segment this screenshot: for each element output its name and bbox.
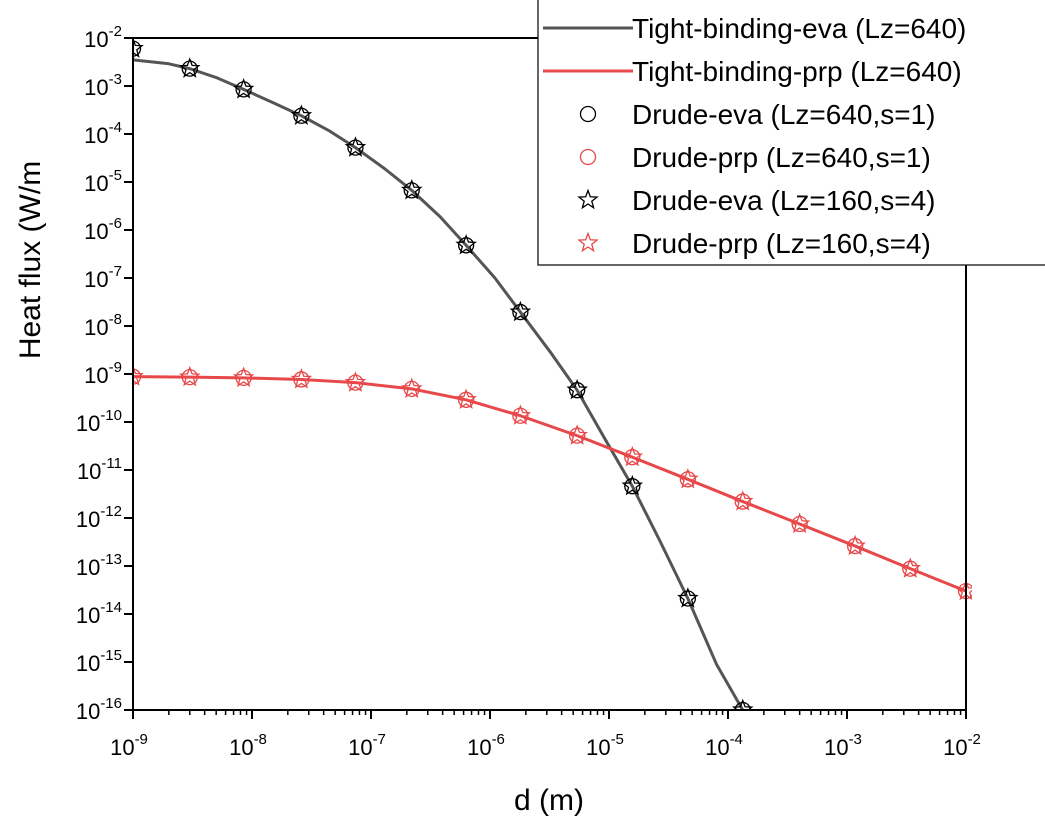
x-tick-label-2: 10-7: [348, 731, 386, 760]
legend-swatch-5: [577, 231, 599, 253]
star-point-4-0: [133, 37, 144, 58]
star-point-5-12: [788, 512, 811, 534]
star-point-5-11: [731, 490, 754, 511]
legend-box: [537, 0, 1045, 266]
circle-point-2-2: [235, 81, 252, 98]
y-tick-label-0: 10-16: [76, 695, 122, 724]
y-tick-label-7: 10-9: [84, 359, 122, 388]
y-tick-label-8: 10-8: [84, 311, 122, 340]
star-point-5-2: [232, 366, 255, 388]
star-point-5-10: [677, 467, 699, 489]
circle-point-3-0: [133, 368, 142, 385]
star-point-5-4: [344, 371, 367, 392]
circle-point-3-3: [293, 371, 310, 388]
star-point-5-3: [290, 368, 313, 389]
circle-point-3-11: [734, 493, 751, 510]
circle-point-3-14: [902, 560, 919, 577]
circle-point-2-9: [624, 478, 641, 495]
y-tick-label-2: 10-14: [76, 599, 122, 628]
circle-point-2-5: [403, 182, 420, 199]
star-point-5-0: [133, 365, 144, 386]
star-point-4-8: [566, 378, 588, 400]
series-line-1: [133, 375, 967, 593]
star-point-5-13: [844, 534, 866, 556]
circle-point-3-6: [457, 391, 475, 408]
star-point-4-4: [344, 136, 367, 157]
star-point-5-5: [400, 377, 423, 399]
legend-swatch-2: [579, 105, 597, 123]
y-tick-label-10: 10-6: [84, 215, 122, 244]
circle-point-3-7: [512, 407, 529, 424]
x-axis-title: d (m): [514, 784, 584, 817]
circle-point-2-3: [293, 107, 310, 124]
star-point-4-1: [178, 57, 201, 78]
circle-point-2-10: [679, 590, 697, 607]
circle-point-2-4: [347, 139, 364, 156]
y-tick-label-6: 10-10: [76, 407, 122, 436]
y-tick-label-12: 10-4: [84, 119, 122, 148]
circle-point-3-12: [791, 515, 808, 533]
star-point-5-7: [509, 404, 532, 425]
x-tick-label-6: 10-3: [824, 731, 862, 760]
legend-swatch-3: [579, 148, 597, 166]
circle-point-3-4: [347, 374, 364, 391]
star-point-4-7: [509, 300, 532, 322]
legend-swatch-4: [577, 188, 599, 210]
legend-label-4: Drude-eva (Lz=160,s=4): [632, 185, 936, 216]
legend: Tight-binding-eva (Lz=640) Tight-binding-…: [537, 0, 1045, 266]
star-point-4-6: [455, 233, 477, 255]
star-point-4-2: [232, 78, 255, 99]
star-point-4-5: [400, 178, 423, 200]
y-tick-label-1: 10-15: [76, 647, 122, 676]
star-point-5-9: [621, 445, 644, 467]
star-point-5-8: [566, 424, 588, 445]
circle-point-3-1: [181, 368, 198, 386]
y-tick-label-5: 10-11: [77, 455, 122, 484]
legend-label-3: Drude-prp (Lz=640,s=1): [632, 142, 931, 173]
circle-point-3-9: [624, 449, 641, 466]
legend-label-0: Tight-binding-eva (Lz=640): [632, 13, 966, 44]
circle-point-3-13: [846, 537, 864, 555]
series-line-0: [133, 58, 745, 710]
y-tick-label-4: 10-12: [76, 503, 122, 532]
star-point-5-1: [178, 365, 201, 387]
tick-labels: 10-9 10-8 10-7 10-6 10-5 10-4 10-3 10-2 10-16 10-…: [76, 23, 981, 760]
legend-label-5: Drude-prp (Lz=160,s=4): [632, 228, 931, 259]
circle-point-2-1: [181, 60, 198, 77]
star-point-4-11: [731, 698, 754, 710]
circle-point-3-10: [679, 471, 697, 488]
circle-point-2-0: [133, 40, 142, 57]
y-tick-label-9: 10-7: [84, 263, 122, 292]
legend-label-1: Tight-binding-prp (Lz=640): [632, 56, 962, 87]
circle-point-2-6: [457, 237, 475, 254]
y-tick-label-3: 10-13: [76, 551, 122, 580]
x-tick-label-4: 10-5: [586, 731, 624, 760]
y-axis-title: Heat flux (W/m: [14, 161, 47, 359]
circle-point-2-7: [512, 303, 529, 321]
circle-point-2-11: [734, 701, 751, 710]
star-point-4-3: [290, 104, 313, 125]
legend-label-2: Drude-eva (Lz=640,s=1): [632, 99, 936, 130]
x-tick-label-7: 10-2: [943, 731, 981, 760]
x-tick-label-3: 10-6: [467, 731, 505, 760]
axes-ticks: [124, 37, 967, 719]
y-tick-label-11: 10-5: [84, 167, 122, 196]
y-tick-label-14: 10-2: [84, 23, 122, 52]
star-point-5-6: [455, 388, 477, 409]
circle-point-2-8: [569, 382, 586, 399]
y-tick-label-13: 10-3: [84, 71, 122, 100]
circle-point-3-2: [235, 369, 252, 387]
star-point-4-9: [621, 474, 644, 496]
star-point-5-14: [899, 557, 922, 578]
circle-point-3-5: [403, 380, 420, 398]
circle-point-3-8: [569, 427, 586, 444]
x-tick-label-5: 10-4: [705, 731, 743, 760]
plot-marks: [133, 37, 972, 710]
x-tick-label-0: 10-9: [110, 731, 148, 760]
x-tick-label-1: 10-8: [229, 731, 267, 760]
star-point-4-10: [677, 587, 699, 608]
